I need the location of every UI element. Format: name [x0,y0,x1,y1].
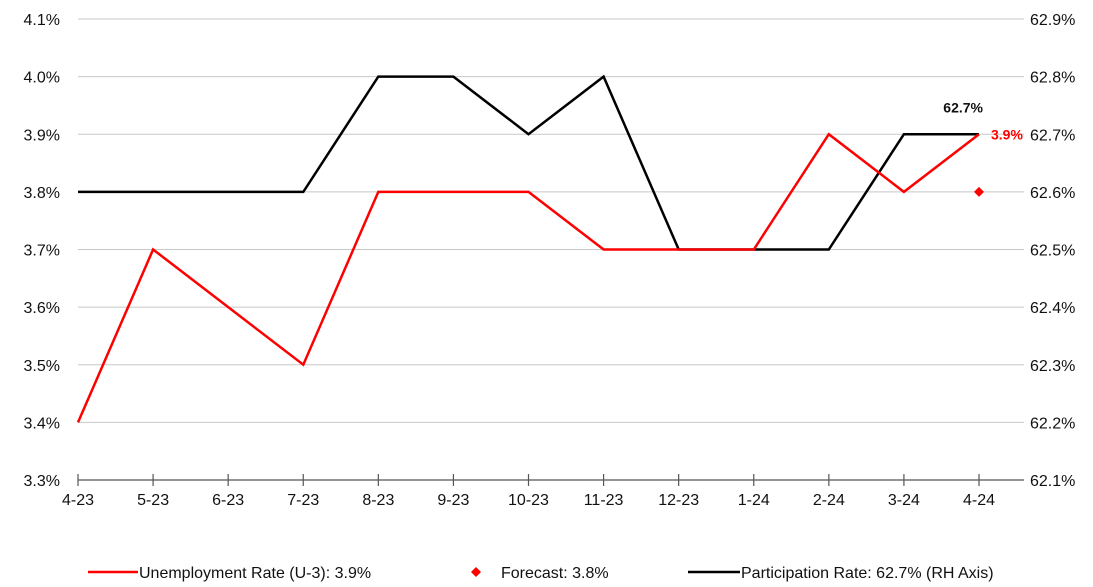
left-axis-tick-labels: 3.3% 3.4% 3.5% 3.6% 3.7% 3.8% 3.9% 4.0% 4.1% [24,12,60,490]
right-tick-label: 62.5% [1030,243,1075,260]
left-tick-label: 4.0% [24,70,60,87]
right-tick-label: 62.3% [1030,358,1075,375]
x-tick-label: 4-24 [963,492,995,509]
right-tick-label: 62.7% [1030,127,1075,144]
legend-label-forecast: Forecast: 3.8% [501,565,609,582]
x-tick-label: 2-24 [813,492,845,509]
unemployment-rate-line [76,132,980,423]
x-tick-label: 5-23 [137,492,169,509]
x-tick-label: 4-23 [62,492,94,509]
left-tick-label: 3.7% [24,243,60,260]
x-tick-label: 1-24 [738,492,770,509]
left-tick-label: 3.3% [24,473,60,490]
left-tick-label: 3.6% [24,300,60,317]
x-tick-label: 12-23 [658,492,699,509]
left-tick-label: 4.1% [24,12,60,29]
axes [77,474,1024,486]
x-tick-label: 8-23 [362,492,394,509]
right-tick-label: 62.9% [1030,12,1075,29]
x-tick-label: 3-24 [888,492,920,509]
right-axis-tick-labels: 62.1% 62.2% 62.3% 62.4% 62.5% 62.6% 62.7% 62.8%… [1030,12,1075,490]
x-axis-tick-labels: 4-23 5-23 6-23 7-23 8-23 9-23 10-23 11-23 12-23 1… [62,492,995,509]
left-tick-label: 3.5% [24,358,60,375]
legend-label-participation: Participation Rate: 62.7% (RH Axis) [741,565,994,582]
left-tick-label: 3.9% [24,127,60,144]
right-tick-label: 62.1% [1030,473,1075,490]
right-tick-label: 62.2% [1030,415,1075,432]
gridlines [78,18,1024,423]
data-labels: 3.9% 62.7% [943,99,1023,142]
x-tick-label: 11-23 [584,492,624,509]
x-tick-label: 9-23 [437,492,469,509]
participation-rate-line [78,74,979,251]
x-tick-label: 6-23 [212,492,244,509]
right-tick-label: 62.8% [1030,70,1075,87]
left-tick-label: 3.4% [24,415,60,432]
right-tick-label: 62.6% [1030,185,1075,202]
legend-swatch-forecast [471,567,481,577]
unemployment-end-label: 3.9% [991,126,1023,142]
legend-label-unemployment: Unemployment Rate (U-3): 3.9% [139,565,371,582]
left-tick-label: 3.8% [24,185,60,202]
x-tick-label: 10-23 [508,492,549,509]
forecast-marker [974,186,984,197]
x-tick-label: 7-23 [287,492,319,509]
participation-end-label: 62.7% [943,99,983,115]
legend: Unemployment Rate (U-3): 3.9% Forecast: 3… [88,565,994,582]
series [76,74,984,423]
right-tick-label: 62.4% [1030,300,1075,317]
